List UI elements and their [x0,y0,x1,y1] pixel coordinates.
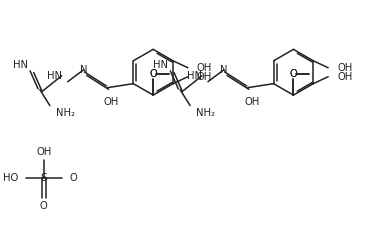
Text: HO: HO [3,173,18,183]
Text: HN: HN [187,71,202,81]
Text: NH₂: NH₂ [196,107,215,117]
Text: HN: HN [47,71,62,81]
Text: OH: OH [197,72,212,82]
Text: O: O [70,173,77,183]
Text: OH: OH [36,147,51,157]
Text: S: S [40,173,47,183]
Text: O: O [149,69,157,79]
Text: OH: OH [337,63,352,73]
Text: O: O [290,69,297,79]
Text: O: O [290,69,297,79]
Text: HN: HN [13,60,28,70]
Text: OH: OH [197,63,212,73]
Text: O: O [149,69,157,79]
Text: N: N [220,65,228,75]
Text: OH: OH [104,97,119,106]
Text: N: N [80,65,87,75]
Text: HN: HN [153,60,168,70]
Text: O: O [40,201,48,210]
Text: OH: OH [337,72,352,82]
Text: NH₂: NH₂ [56,107,75,117]
Text: OH: OH [244,97,260,106]
